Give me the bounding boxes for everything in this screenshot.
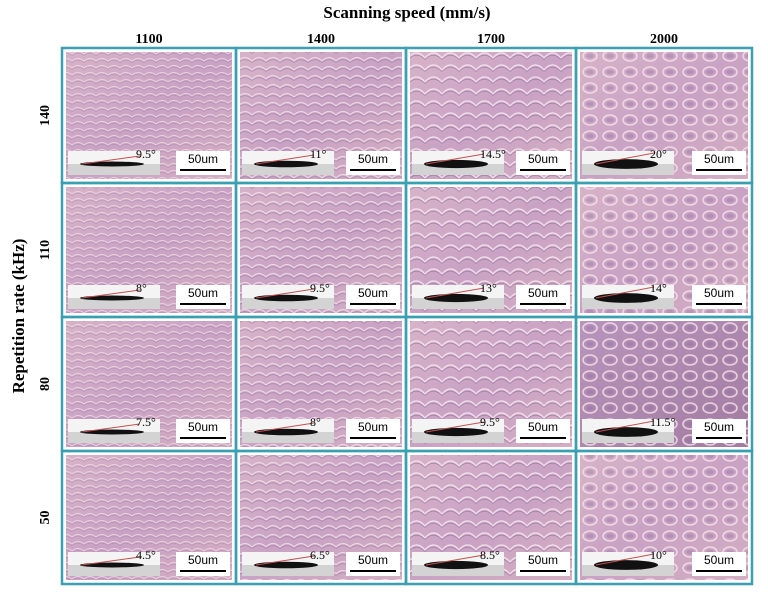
panel-border [574, 449, 754, 586]
droplet [594, 293, 658, 303]
inset-shadow [582, 432, 674, 443]
contact-angle: 14° [650, 281, 667, 295]
scale-bar-label: 50um [188, 152, 218, 166]
contact-angle: 4.5° [136, 548, 156, 562]
contact-angle: 13° [480, 281, 497, 295]
inset-shadow [412, 432, 504, 443]
droplet [80, 562, 144, 568]
contact-angle: 20° [650, 147, 667, 161]
scale-bar-label: 50um [188, 553, 218, 567]
angle-line [595, 553, 655, 566]
scale-bar-label: 50um [358, 553, 388, 567]
droplet [424, 293, 488, 303]
contact-angle: 8° [136, 281, 147, 295]
angle-line [255, 422, 315, 433]
inset-shadow [412, 565, 504, 576]
droplet [254, 294, 318, 302]
inset-shadow [582, 565, 674, 576]
inset-shadow [412, 298, 504, 309]
inset-shadow [68, 298, 160, 309]
column-label: 2000 [650, 32, 678, 47]
contact-angle: 9.5° [136, 147, 156, 161]
droplet [424, 159, 488, 169]
inset-shadow [582, 298, 674, 309]
angle-line [81, 556, 141, 566]
y-axis-title: Repetition rate (kHz) [9, 239, 28, 394]
angle-line [595, 152, 655, 165]
contact-angle: 9.5° [310, 281, 330, 295]
angle-line [81, 155, 141, 165]
scale-bar-label: 50um [188, 420, 218, 434]
contact-angle: 8.5° [480, 548, 500, 562]
scale-bar-label: 50um [704, 286, 734, 300]
contact-angle: 10° [650, 548, 667, 562]
row-label: 80 [38, 377, 53, 391]
contact-angle: 11.5° [650, 415, 676, 429]
angle-line [425, 554, 485, 566]
inset-shadow [68, 164, 160, 175]
droplet [254, 160, 318, 168]
scale-bar-label: 50um [358, 286, 388, 300]
droplet [424, 427, 488, 437]
angle-line [81, 423, 141, 433]
droplet [594, 427, 658, 437]
column-label: 1700 [477, 32, 505, 47]
scale-bar-label: 50um [358, 152, 388, 166]
row-label: 110 [38, 240, 53, 260]
contact-angle: 7.5° [136, 415, 156, 429]
row-label: 140 [38, 105, 53, 126]
scale-bar-label: 50um [704, 152, 734, 166]
column-label: 1400 [307, 32, 335, 47]
inset-shadow [412, 164, 504, 175]
angle-line [425, 421, 485, 433]
inset-shadow [582, 164, 674, 175]
scale-bar-label: 50um [528, 553, 558, 567]
angle-line [255, 288, 315, 299]
inset-shadow [242, 164, 334, 175]
contact-angle: 11° [310, 147, 327, 161]
angle-line [81, 289, 141, 299]
droplet [424, 560, 488, 570]
angle-line [255, 154, 315, 165]
contact-angle: 8° [310, 415, 321, 429]
droplet [80, 295, 144, 301]
contact-angle: 6.5° [310, 548, 330, 562]
scale-bar-label: 50um [358, 420, 388, 434]
droplet [594, 560, 658, 570]
droplet [254, 561, 318, 569]
droplet [594, 159, 658, 169]
contact-angle: 9.5° [480, 415, 500, 429]
scale-bar-label: 50um [704, 553, 734, 567]
angle-line [425, 153, 485, 165]
scale-bar-label: 50um [528, 286, 558, 300]
contact-angle: 14.5° [480, 147, 506, 161]
droplet [80, 161, 144, 167]
inset-shadow [68, 432, 160, 443]
column-label: 1100 [135, 32, 162, 47]
angle-line [595, 286, 655, 299]
droplet [80, 429, 144, 435]
row-label: 50 [38, 511, 53, 525]
angle-line [595, 420, 655, 433]
scale-bar-label: 50um [188, 286, 218, 300]
scale-bar-label: 50um [528, 152, 558, 166]
inset-shadow [68, 565, 160, 576]
droplet [254, 428, 318, 436]
angle-line [255, 555, 315, 566]
inset-shadow [242, 432, 334, 443]
scale-bar-label: 50um [528, 420, 558, 434]
inset-shadow [242, 298, 334, 309]
x-axis-title: Scanning speed (mm/s) [323, 3, 490, 22]
angle-line [425, 287, 485, 299]
inset-shadow [242, 565, 334, 576]
scale-bar-label: 50um [704, 420, 734, 434]
